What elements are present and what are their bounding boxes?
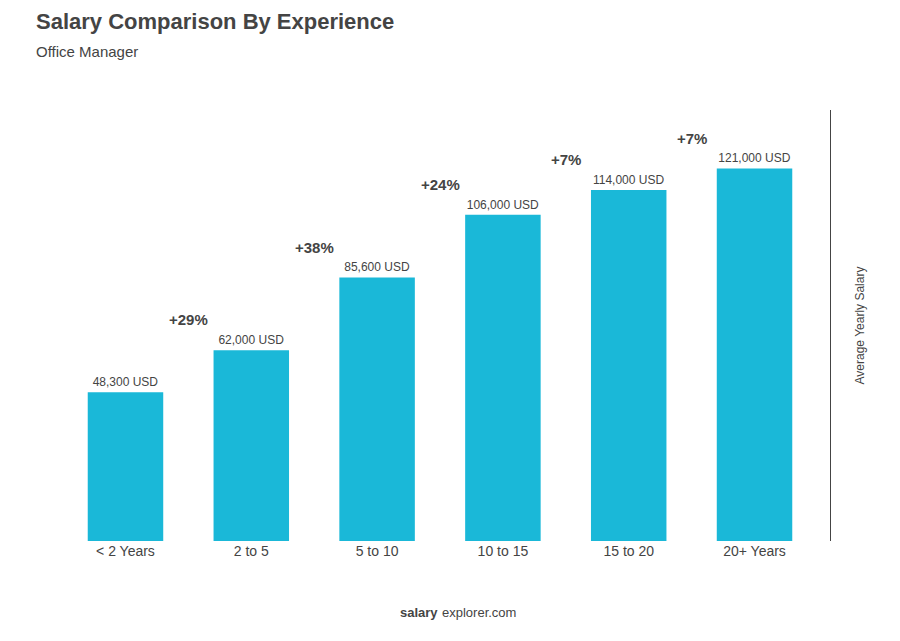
svg-text:+24%: +24%: [421, 176, 460, 193]
svg-text:106,000 USD: 106,000 USD: [467, 198, 539, 212]
svg-text:+7%: +7%: [677, 130, 707, 147]
svg-text:salary: salary: [400, 605, 438, 620]
svg-text:explorer.com: explorer.com: [442, 605, 516, 620]
svg-text:121,000 USD: 121,000 USD: [718, 151, 790, 165]
svg-text:2 to 5: 2 to 5: [234, 543, 269, 559]
svg-text:10 to 15: 10 to 15: [478, 543, 529, 559]
svg-text:114,000 USD: 114,000 USD: [593, 173, 664, 187]
svg-text:Average Yearly Salary: Average Yearly Salary: [853, 267, 867, 385]
svg-text:Salary Comparison By Experienc: Salary Comparison By ExperienceOffice Ma…: [36, 9, 394, 61]
svg-text:48,300 USD: 48,300 USD: [93, 375, 159, 389]
svg-text:5 to 10: 5 to 10: [356, 543, 399, 559]
svg-text:+38%: +38%: [295, 239, 334, 256]
svg-text:+7%: +7%: [551, 151, 581, 168]
svg-text:62,000 USD: 62,000 USD: [218, 333, 284, 347]
svg-text:85,600 USD: 85,600 USD: [344, 260, 410, 274]
svg-text:15 to 20: 15 to 20: [603, 543, 654, 559]
svg-text:20+ Years: 20+ Years: [723, 543, 786, 559]
svg-text:< 2 Years: < 2 Years: [96, 543, 155, 559]
svg-text:+29%: +29%: [169, 311, 208, 328]
